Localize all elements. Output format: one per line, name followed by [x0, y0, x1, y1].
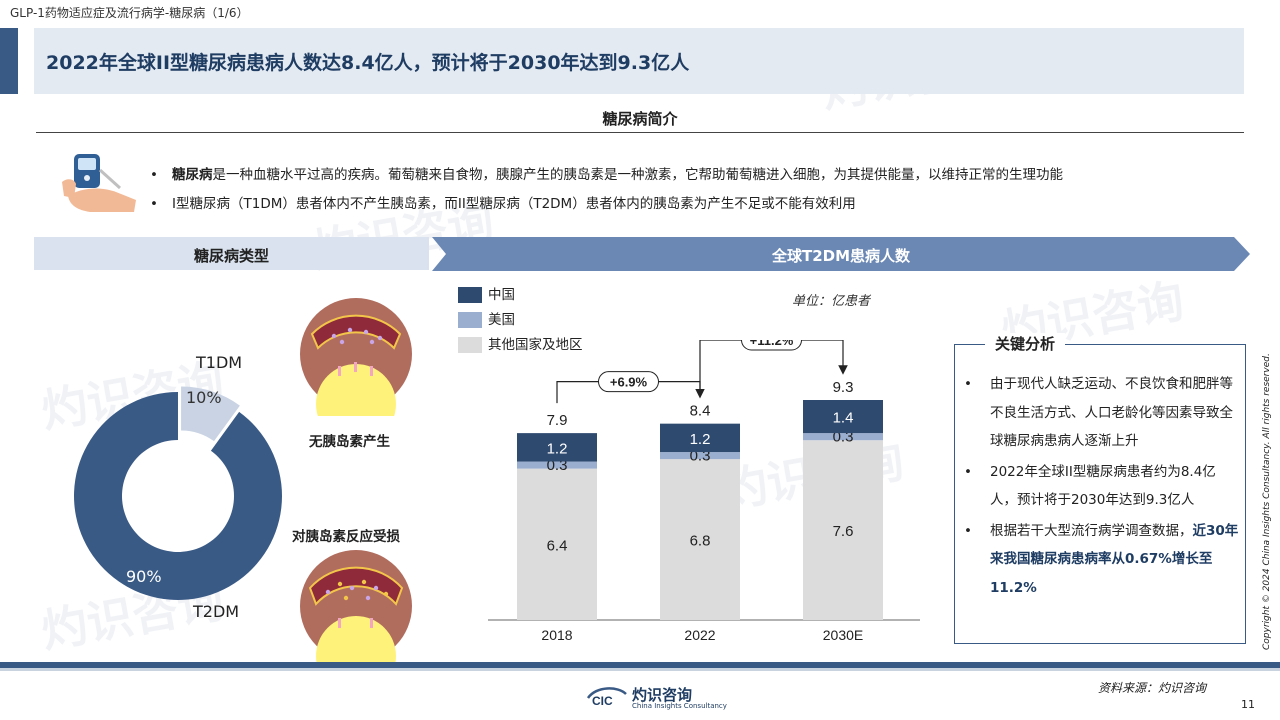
no-insulin-cell-icon [300, 298, 412, 416]
bar-segment [660, 423, 740, 453]
bar-total-label: 7.9 [547, 412, 568, 429]
bar-total-label: 8.4 [690, 403, 711, 420]
bullet-dot: • [150, 196, 158, 212]
donut-slice-t1dm [181, 386, 240, 442]
legend-swatch [458, 287, 482, 303]
bar-value-label: 1.4 [833, 410, 854, 427]
intro-section-title: 糖尿病简介 [602, 110, 678, 128]
growth-rate-label: +11.2% [750, 340, 794, 348]
t2dm-stacked-bar-chart: 6.40.31.27.920186.80.31.28.420227.60.31.… [488, 340, 920, 643]
key-analysis-highlight: 近30年来我国糖尿病患病率从0.67%增长至11.2% [990, 522, 1239, 596]
intro-bullet: • 糖尿病是一种血糖水平过高的疾病。葡萄糖来自食物，胰腺产生的胰岛素是一种激素，它… [150, 163, 1063, 183]
chart-title: 全球T2DM患病人数 [771, 247, 911, 265]
t2dm-label: T2DM [193, 602, 240, 621]
t1dm-share: 10% [186, 388, 222, 407]
no-insulin-caption: 无胰岛素产生 [309, 434, 390, 450]
types-section-band [34, 237, 429, 270]
bar-segment [517, 461, 597, 469]
x-tick-label: 2018 [541, 627, 572, 643]
bar-value-label: 6.8 [690, 533, 711, 550]
diabetes-type-donut [73, 386, 282, 600]
bar-segment [660, 452, 740, 460]
legend-label: 其他国家及地区 [488, 337, 583, 353]
legend-item-china: 中国 [458, 283, 515, 303]
bar-segment [803, 433, 883, 441]
growth-badge [598, 371, 659, 393]
chart-unit: 单位：亿患者 [792, 294, 871, 309]
x-tick-label: 2030E [823, 627, 863, 643]
legend-swatch [458, 312, 482, 328]
bar-segment [517, 433, 597, 462]
copyright-notice: Copyright © 2024 China Insights Consulta… [1262, 353, 1272, 650]
key-analysis-text: 2022年全球II型糖尿病患者约为8.4亿人，预计将于2030年达到9.3亿人 [990, 463, 1216, 509]
legend-label: 美国 [488, 312, 515, 328]
bullet-dot: • [964, 522, 972, 539]
title-accent-tab [0, 28, 18, 94]
legend-label: 中国 [488, 287, 515, 303]
key-analysis-item: • 根据若干大型流行病学调查数据，近30年来我国糖尿病患病率从0.67%增长至11… [962, 517, 1242, 603]
key-analysis-item: • 2022年全球II型糖尿病患者约为8.4亿人，预计将于2030年达到9.3亿人 [962, 458, 1242, 515]
key-analysis-text: 根据若干大型流行病学调查数据， [990, 522, 1193, 539]
diabetes-definition: 是一种血糖水平过高的疾病。葡萄糖来自食物，胰腺产生的胰岛素是一种激素，它帮助葡萄… [212, 167, 1064, 183]
growth-badge [741, 340, 802, 351]
key-analysis-item: • 由于现代人缺乏运动、不良饮食和肥胖等不良生活方式、人口老龄化等因素导致全球糖尿… [962, 370, 1242, 456]
bar-value-label: 1.2 [547, 440, 568, 457]
insulin-resistance-cell-icon [300, 550, 412, 664]
bar-segment [517, 468, 597, 620]
page-headline: 2022年全球II型糖尿病患病人数达8.4亿人，预计将于2030年达到9.3亿人 [46, 52, 690, 74]
bar-segment [803, 400, 883, 434]
key-analysis-text: 由于现代人缺乏运动、不良饮食和肥胖等不良生活方式、人口老龄化等因素导致全球糖尿病… [990, 376, 1233, 449]
key-analysis-title: 关键分析 [985, 333, 1066, 354]
intro-bullet: • I型糖尿病（T1DM）患者体内不产生胰岛素，而II型糖尿病（T2DM）患者体内… [150, 192, 856, 212]
bullet-dot: • [150, 167, 158, 183]
logo-text: 灼识咨询 [632, 686, 693, 704]
key-analysis-list: • 由于现代人缺乏运动、不良饮食和肥胖等不良生活方式、人口老龄化等因素导致全球糖尿… [962, 370, 1242, 602]
insulin-resistance-caption: 对胰岛素反应受损 [292, 529, 400, 545]
type-difference-text: I型糖尿病（T1DM）患者体内不产生胰岛素，而II型糖尿病（T2DM）患者体内的… [172, 196, 856, 212]
page-number: 11 [1241, 698, 1255, 711]
source-note: 资料来源：灼识咨询 [1098, 681, 1207, 695]
bar-total-label: 9.3 [833, 379, 854, 396]
footer-bar-accent [0, 668, 1280, 671]
bar-value-label: 7.6 [833, 523, 854, 540]
svg-text:CIC: CIC [592, 694, 613, 708]
key-analysis-box [954, 344, 1246, 644]
section-divider [36, 132, 1244, 133]
t2dm-section-band [432, 237, 1250, 271]
bar-segment [803, 440, 883, 620]
cic-logo-icon: CIC [586, 687, 627, 708]
t1dm-label: T1DM [196, 353, 243, 372]
headline-band [34, 28, 1244, 94]
logo-subtext: China Insights Consultancy [632, 702, 727, 710]
document-title: GLP-1药物适应症及流行病学-糖尿病（1/6） [10, 6, 249, 20]
bullet-dot: • [964, 376, 972, 392]
legend-swatch [458, 337, 482, 353]
donut-slice-t2dm [73, 392, 282, 600]
bullet-dot: • [964, 463, 972, 480]
diabetes-term: 糖尿病 [172, 167, 213, 183]
bar-value-label: 1.2 [690, 431, 711, 448]
x-tick-label: 2022 [684, 627, 715, 643]
glucose-meter-icon [62, 154, 136, 212]
growth-rate-label: +6.9% [610, 375, 648, 390]
footer-bar [0, 662, 1280, 668]
t2dm-share: 90% [126, 567, 162, 586]
legend-item-usa: 美国 [458, 308, 515, 328]
bar-value-label: 6.4 [547, 537, 568, 554]
types-section-title: 糖尿病类型 [193, 247, 269, 265]
legend-item-other: 其他国家及地区 [458, 333, 583, 353]
bar-segment [660, 459, 740, 620]
